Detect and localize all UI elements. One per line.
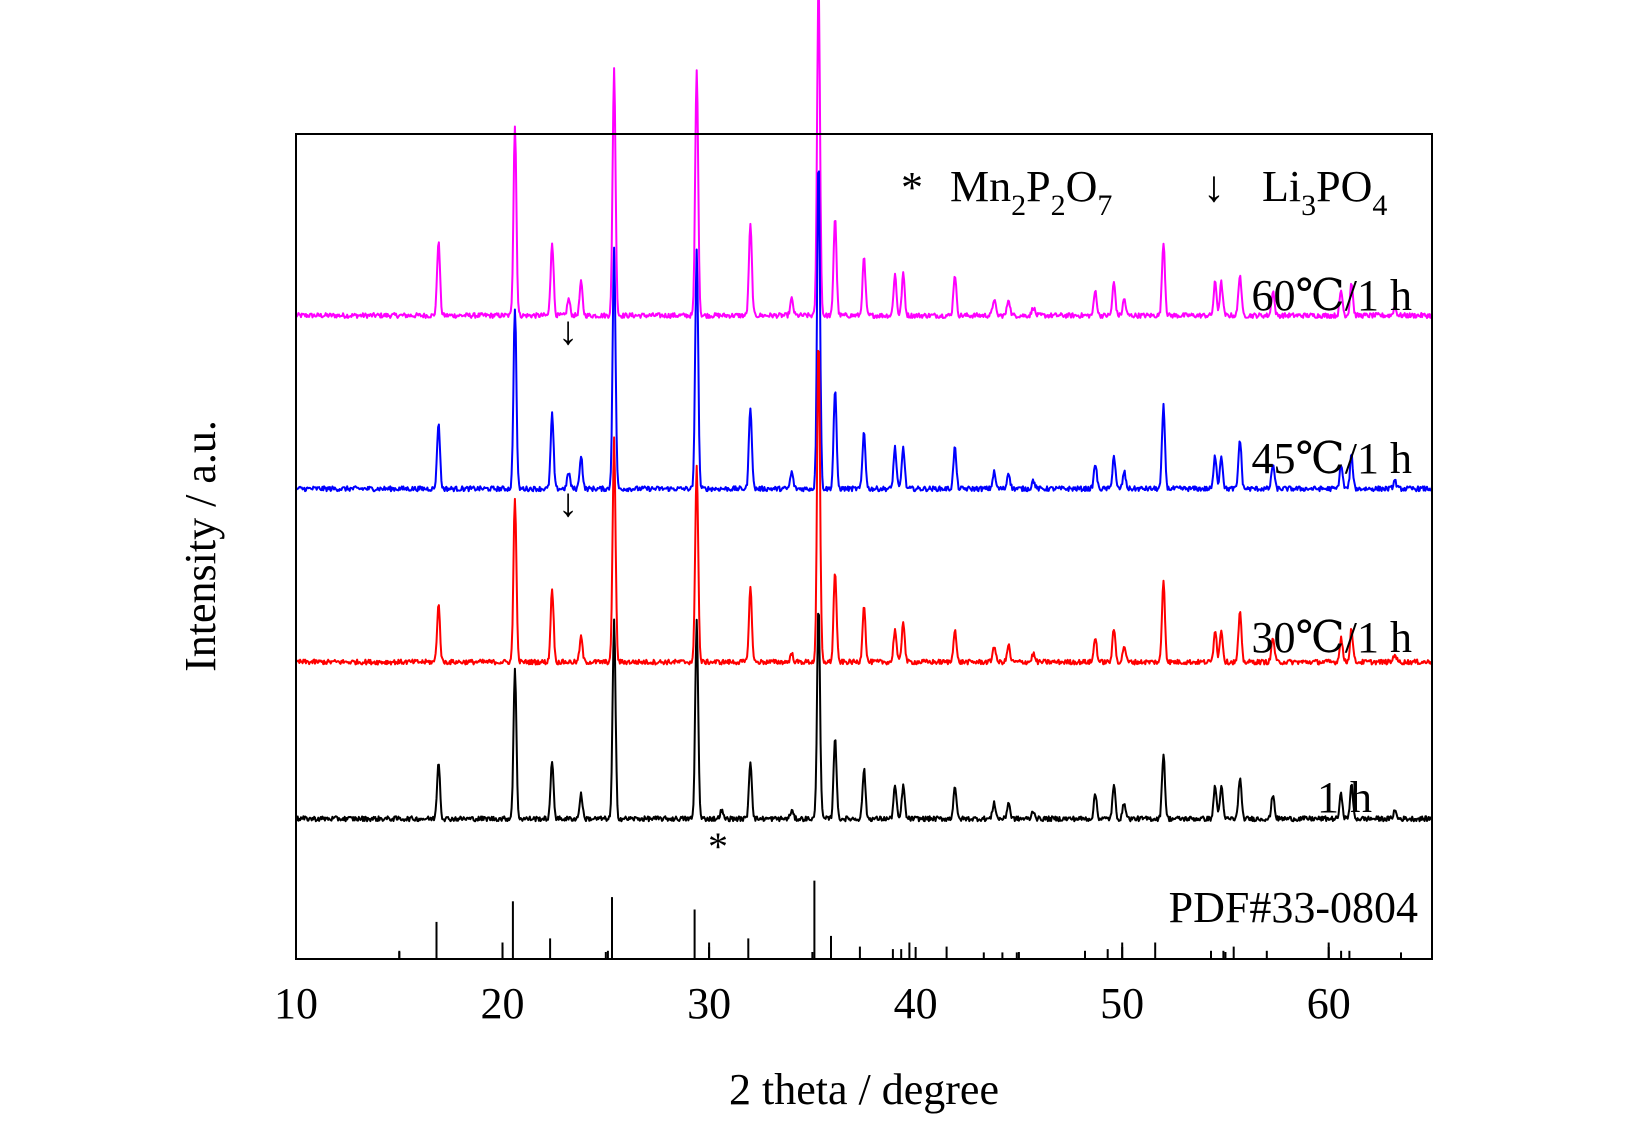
legend-symbol-arrow: ↓ [1203,162,1225,211]
series-label-30: 30℃/1 h [1252,613,1412,662]
x-axis-ticks: 10 20 30 40 50 60 [274,947,1433,1028]
legend-label-mn2p2o7: Mn2P2O7 [950,162,1112,222]
legend-o: O [1066,162,1098,211]
legend-po: PO [1316,162,1372,211]
y-axis-title: Intensity / a.u. [176,420,225,672]
reference-label: PDF#33-0804 [1169,883,1418,932]
x-tick-label: 60 [1307,979,1351,1028]
series-layer [295,0,1433,823]
legend-p-sub: 2 [1051,189,1066,222]
series-label-60: 60℃/1 h [1252,271,1412,320]
x-tick-label: 40 [894,979,938,1028]
legend-mn: Mn [950,162,1011,211]
legend-o-sub: 7 [1097,189,1112,222]
annotation-asterisk-1h: * [708,824,728,869]
legend-li: Li [1262,162,1301,211]
x-tick-label: 50 [1100,979,1144,1028]
annotation-arrow-45: ↓ [558,480,578,525]
legend-p: P [1026,162,1050,211]
series-line-3 [295,612,1433,823]
series-line-0 [295,0,1433,319]
x-tick-label: 20 [481,979,525,1028]
legend-symbol-asterisk: * [901,163,923,212]
legend: * Mn2P2O7 ↓ Li3PO4 [901,162,1387,222]
annotation-arrow-60: ↓ [558,308,578,353]
legend-po-sub: 4 [1372,189,1387,222]
plot-frame [295,133,1433,960]
series-line-2 [295,349,1433,666]
x-tick-label: 30 [687,979,731,1028]
series-label-45: 45℃/1 h [1252,434,1412,483]
legend-mn-sub: 2 [1011,189,1026,222]
series-label-1h: 1 h [1317,773,1372,822]
series-line-1 [295,170,1433,493]
x-tick-label: 10 [274,979,318,1028]
x-axis-title: 2 theta / degree [729,1065,999,1114]
legend-label-li3po4: Li3PO4 [1262,162,1387,222]
legend-li-sub: 3 [1301,189,1316,222]
